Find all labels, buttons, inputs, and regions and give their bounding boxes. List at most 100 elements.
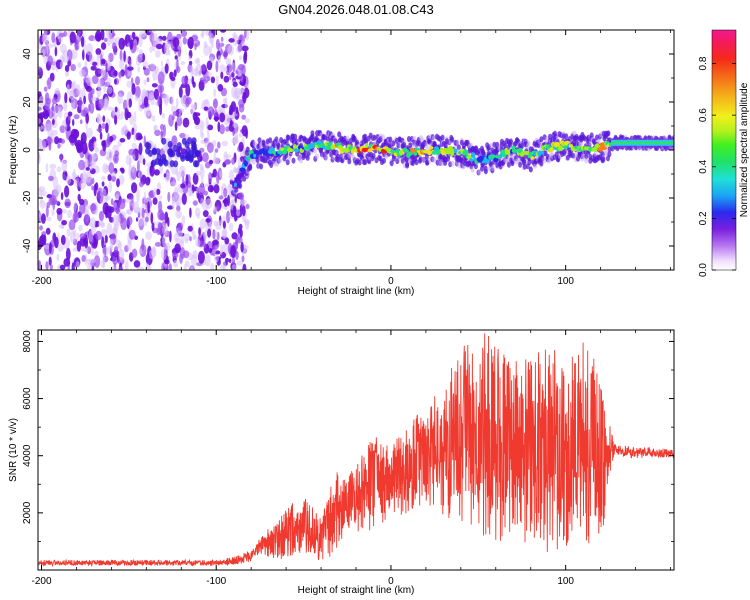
spectrogram-noise-blob — [114, 150, 120, 158]
chart-title: GN04.2026.048.01.08.C43 — [278, 2, 433, 17]
spectrogram-noise-blob — [131, 83, 136, 95]
spectrogram-noise-blob — [93, 255, 101, 268]
spectrogram-noise-blob — [44, 92, 50, 103]
spectrogram-noise-blob — [188, 55, 191, 61]
spectrogram-noise-blob — [181, 193, 187, 205]
spectrogram-ridge-point — [380, 148, 388, 154]
spectrogram-noise-blob — [47, 55, 53, 66]
spectrogram-noise-blob — [102, 140, 107, 152]
spectrogram-noise-blob — [150, 212, 154, 224]
spectrogram-noise-blob — [45, 163, 49, 173]
spectrogram-noise-blob — [118, 37, 125, 50]
spectrogram-noise-blob — [238, 55, 243, 61]
spectrogram-noise-blob — [243, 52, 248, 64]
spectrogram-noise-blob — [205, 198, 213, 210]
spectrogram-noise-blob — [189, 236, 192, 242]
spectrogram-noise-blob — [174, 55, 178, 60]
spectrogram-noise-blob — [241, 255, 245, 263]
spectrogram-noise-blob — [216, 204, 220, 213]
spectrogram-ridge-halo — [522, 158, 527, 165]
spectrogram-ridge-halo — [357, 159, 362, 166]
spectrogram-noise-blob — [172, 260, 179, 268]
spectrogram-noise-blob — [225, 126, 230, 132]
spectrogram-noise-blob — [244, 118, 250, 124]
spectrogram-noise-blob — [182, 36, 187, 45]
spectrogram-noise-blob — [213, 206, 218, 212]
spectrogram-noise-blob — [162, 124, 166, 137]
spectrogram-noise-blob — [176, 142, 182, 150]
spectrogram-noise-blob — [131, 31, 136, 39]
spectrogram-noise-blob — [224, 237, 230, 245]
spectrogram-noise-blob — [120, 111, 124, 116]
spectrogram-noise-blob — [137, 34, 143, 48]
spectrogram-ridge-point — [239, 167, 246, 172]
spectrogram-noise-blob — [151, 115, 156, 122]
colorbar-ticks: 0.0 0.2 0.4 0.6 0.8 — [698, 56, 736, 277]
spectrogram-noise-blob — [227, 44, 234, 56]
spectrogram-ridge-halo — [238, 182, 243, 189]
spectrogram-noise-blob — [113, 51, 117, 56]
spectrogram-noise-blob — [215, 38, 220, 50]
spectrogram-noise-blob — [54, 46, 58, 57]
spectrogram-noise-blob — [232, 122, 238, 129]
spectrogram-noise-blob — [77, 145, 83, 153]
spectrogram-noise-blob — [99, 131, 103, 140]
spectrogram-ridge-halo — [405, 162, 410, 169]
spectrogram-noise-blob — [207, 106, 215, 118]
spectrogram-noise-blob — [128, 59, 132, 68]
spectrogram-ridge-halo — [606, 130, 611, 137]
spectrogram-noise-blob — [161, 35, 167, 41]
spectrogram-stable-band-center — [611, 141, 674, 145]
spectrogram-noise-blob — [116, 215, 121, 227]
spectrogram-noise-blob — [198, 227, 202, 236]
spectrogram-noise-blob — [100, 188, 107, 199]
spectrogram-noise-blob — [219, 124, 226, 135]
spectrogram-noise-blob — [91, 75, 99, 85]
spectrogram-noise-blob — [213, 116, 220, 121]
spectrogram-noise-blob — [128, 148, 136, 156]
spectrogram-noise-blob — [84, 158, 89, 168]
spectrogram-noise-blob — [118, 241, 123, 251]
spectrogram-ridge-halo — [584, 153, 589, 160]
spectrogram-ridge-point — [367, 148, 373, 153]
spectrogram-noise-blob — [185, 146, 191, 154]
spectrogram-noise-blob — [79, 198, 85, 206]
spectrogram-noise-blob — [192, 200, 198, 206]
spectrogram-noise-blob — [195, 150, 201, 158]
spectrogram-noise-blob — [201, 30, 205, 37]
spectrogram-ridge-halo — [450, 136, 455, 143]
spectrogram-noise-blob — [38, 118, 41, 124]
spectrogram-noise-blob — [100, 67, 106, 78]
spectrogram-noise-blob — [59, 61, 63, 69]
spectrogram-noise-blob — [159, 85, 163, 98]
spectrogram-noise-blob — [104, 96, 109, 108]
spectrogram-noise-blob — [79, 233, 86, 239]
spectrogram-noise-blob — [54, 236, 59, 249]
spectrogram-noise-blob — [178, 112, 182, 119]
spectrogram-noise-blob — [49, 72, 55, 82]
spectrogram-y-axis-label: Frequency (Hz) — [8, 116, 19, 185]
spectrogram-noise-blob — [188, 60, 193, 66]
spectrogram-noise-blob — [131, 142, 137, 150]
spectrogram-noise-blob — [131, 248, 138, 258]
spectrogram-noise-blob — [175, 97, 179, 110]
spectrogram-noise-blob — [45, 261, 49, 270]
spectrogram-ridge-halo — [601, 156, 606, 163]
spectrogram-noise-blob — [202, 99, 209, 105]
y-tick-label: 2000 — [22, 501, 33, 524]
spectrogram-ridge-halo — [564, 133, 569, 140]
spectrogram-noise-blob — [162, 144, 169, 152]
spectrogram-ridge-halo — [509, 138, 513, 145]
spectrogram-noise-blob — [158, 195, 163, 200]
spectrogram-noise-blob — [89, 53, 94, 65]
spectrogram-noise-blob — [170, 76, 176, 82]
colorbar-tick-label: 0.6 — [698, 108, 709, 122]
spectrogram-noise-blob — [148, 93, 152, 104]
spectrogram-noise-blob — [114, 246, 119, 253]
spectrogram-noise-blob — [69, 31, 77, 44]
spectrogram-noise-blob — [143, 96, 149, 108]
spectrogram-ridge-point — [294, 148, 300, 153]
spectrogram-noise-blob — [91, 177, 95, 184]
spectrogram-noise-blob — [222, 229, 227, 239]
spectrogram-noise-blob — [219, 64, 226, 73]
